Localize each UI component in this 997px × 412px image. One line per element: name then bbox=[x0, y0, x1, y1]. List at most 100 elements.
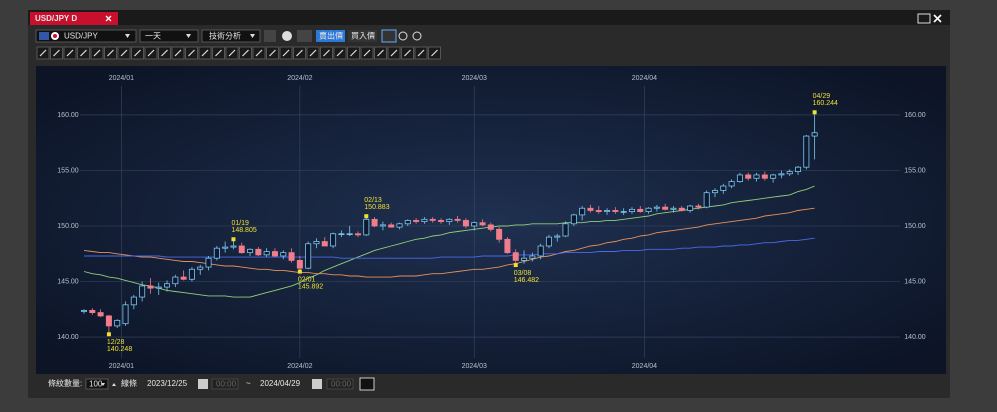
candle-body bbox=[321, 241, 328, 247]
tab-close[interactable] bbox=[105, 15, 112, 22]
chart: 140.00 140.00 145.00 145.00 150.00 150.00 155.… bbox=[57, 75, 926, 370]
symbol-select[interactable] bbox=[35, 29, 137, 43]
candle-body bbox=[736, 174, 743, 182]
candle-body bbox=[238, 245, 245, 254]
candle-body bbox=[114, 319, 121, 327]
volume-button[interactable] bbox=[381, 29, 397, 43]
x-tick-label-bottom: 2024/04 bbox=[632, 363, 657, 370]
annotation-date: 02/01 bbox=[298, 276, 316, 283]
buy-label: 買入價 bbox=[351, 32, 375, 41]
x-tick-label-top: 2024/03 bbox=[462, 75, 487, 82]
annotation-marker bbox=[297, 269, 302, 274]
candle-body bbox=[371, 218, 378, 227]
tool-icon bbox=[66, 49, 74, 57]
toolbar: USD/JPY 一天 技術分析 賣出價 買入價 bbox=[35, 29, 422, 43]
candle-body bbox=[620, 211, 627, 213]
info-button[interactable] bbox=[282, 31, 292, 41]
x-tick-label-top: 2024/02 bbox=[287, 75, 312, 82]
x-tick-label-bottom: 2024/01 bbox=[109, 363, 134, 370]
chart-style-button[interactable] bbox=[297, 30, 312, 42]
tool-icon bbox=[350, 49, 357, 57]
indicator-select[interactable] bbox=[201, 29, 261, 43]
pen-button[interactable] bbox=[264, 30, 276, 42]
sell-button[interactable] bbox=[316, 30, 345, 42]
calendar-button[interactable] bbox=[312, 379, 322, 389]
bars-label: 條紋數量: bbox=[48, 378, 82, 388]
close-button[interactable] bbox=[933, 14, 942, 23]
annotation-price: 148.805 bbox=[231, 227, 256, 234]
period-select[interactable] bbox=[139, 29, 199, 43]
from-time: 00:00 bbox=[216, 380, 237, 389]
tool-icon bbox=[323, 49, 330, 57]
annotation-marker bbox=[513, 263, 518, 268]
tab-group: USD/JPY D bbox=[30, 12, 942, 25]
tool-icon bbox=[363, 49, 371, 57]
drawing-tools bbox=[36, 46, 441, 60]
candle-body bbox=[379, 224, 386, 227]
footer-bar bbox=[28, 376, 950, 394]
y-tick-label: 145.00 bbox=[57, 278, 79, 285]
candle-body bbox=[105, 315, 112, 327]
maximize-button[interactable] bbox=[917, 13, 931, 24]
x-tick-label-top: 2024/04 bbox=[632, 75, 657, 82]
tool-icon bbox=[93, 49, 101, 57]
candle-body bbox=[130, 296, 137, 306]
candle-body bbox=[296, 260, 303, 269]
candle-body bbox=[180, 276, 187, 280]
candle-body bbox=[462, 220, 469, 227]
tool-icon bbox=[309, 49, 317, 57]
annotation-price: 140.248 bbox=[107, 346, 132, 353]
tool-icon bbox=[134, 49, 141, 57]
buy-button[interactable] bbox=[348, 30, 377, 42]
candle-body bbox=[471, 222, 478, 227]
candle-body bbox=[811, 132, 818, 137]
bars-select[interactable] bbox=[85, 378, 109, 390]
candle-body bbox=[438, 220, 445, 222]
candle-body bbox=[164, 283, 171, 288]
candle-body bbox=[338, 233, 345, 235]
up-arrow[interactable] bbox=[112, 383, 116, 386]
candle-body bbox=[703, 192, 710, 208]
candle-body bbox=[537, 245, 544, 257]
candle-body bbox=[728, 181, 735, 187]
candle-body bbox=[604, 210, 611, 212]
candle-body bbox=[454, 218, 461, 221]
dropdown-arrow bbox=[250, 34, 255, 38]
zoom-out[interactable] bbox=[398, 31, 408, 41]
tool-icon bbox=[107, 49, 114, 57]
candle-body bbox=[570, 214, 577, 225]
candle-body bbox=[305, 243, 312, 269]
calendar-button[interactable] bbox=[198, 379, 208, 389]
candle-body bbox=[670, 207, 677, 210]
flag-jp-dot bbox=[53, 34, 57, 38]
zoom-in[interactable] bbox=[412, 31, 422, 41]
candle-body bbox=[446, 218, 453, 222]
candle-body bbox=[687, 205, 694, 211]
candle-body bbox=[695, 205, 702, 208]
candle-body bbox=[712, 190, 719, 194]
from-date: 2023/12/25 bbox=[147, 379, 188, 388]
candle-body bbox=[595, 210, 602, 212]
footer: 條紋數量: 100 線條 2023/12/25 00:00 ~ 2024/04/… bbox=[28, 376, 950, 394]
apply-button[interactable] bbox=[359, 377, 375, 391]
tool-icon bbox=[296, 49, 303, 57]
candle-body bbox=[396, 223, 403, 228]
dropdown-arrow bbox=[101, 383, 105, 386]
tool-icon bbox=[147, 49, 155, 57]
candle-body bbox=[421, 218, 428, 222]
tab[interactable] bbox=[30, 12, 118, 25]
candle-body bbox=[330, 233, 337, 247]
tool-icon bbox=[120, 49, 128, 57]
candle-body bbox=[288, 252, 295, 261]
range-separator: ~ bbox=[246, 379, 251, 388]
tool-icon bbox=[431, 49, 438, 57]
candle-body bbox=[745, 174, 752, 179]
y-tick-label-right: 145.00 bbox=[904, 278, 926, 285]
annotation-price: 150.883 bbox=[364, 204, 389, 211]
candle-body bbox=[388, 224, 395, 228]
from-time-box[interactable] bbox=[211, 378, 239, 390]
to-time-box[interactable] bbox=[326, 378, 354, 390]
title-bar bbox=[28, 10, 950, 25]
candle-body bbox=[139, 285, 146, 298]
